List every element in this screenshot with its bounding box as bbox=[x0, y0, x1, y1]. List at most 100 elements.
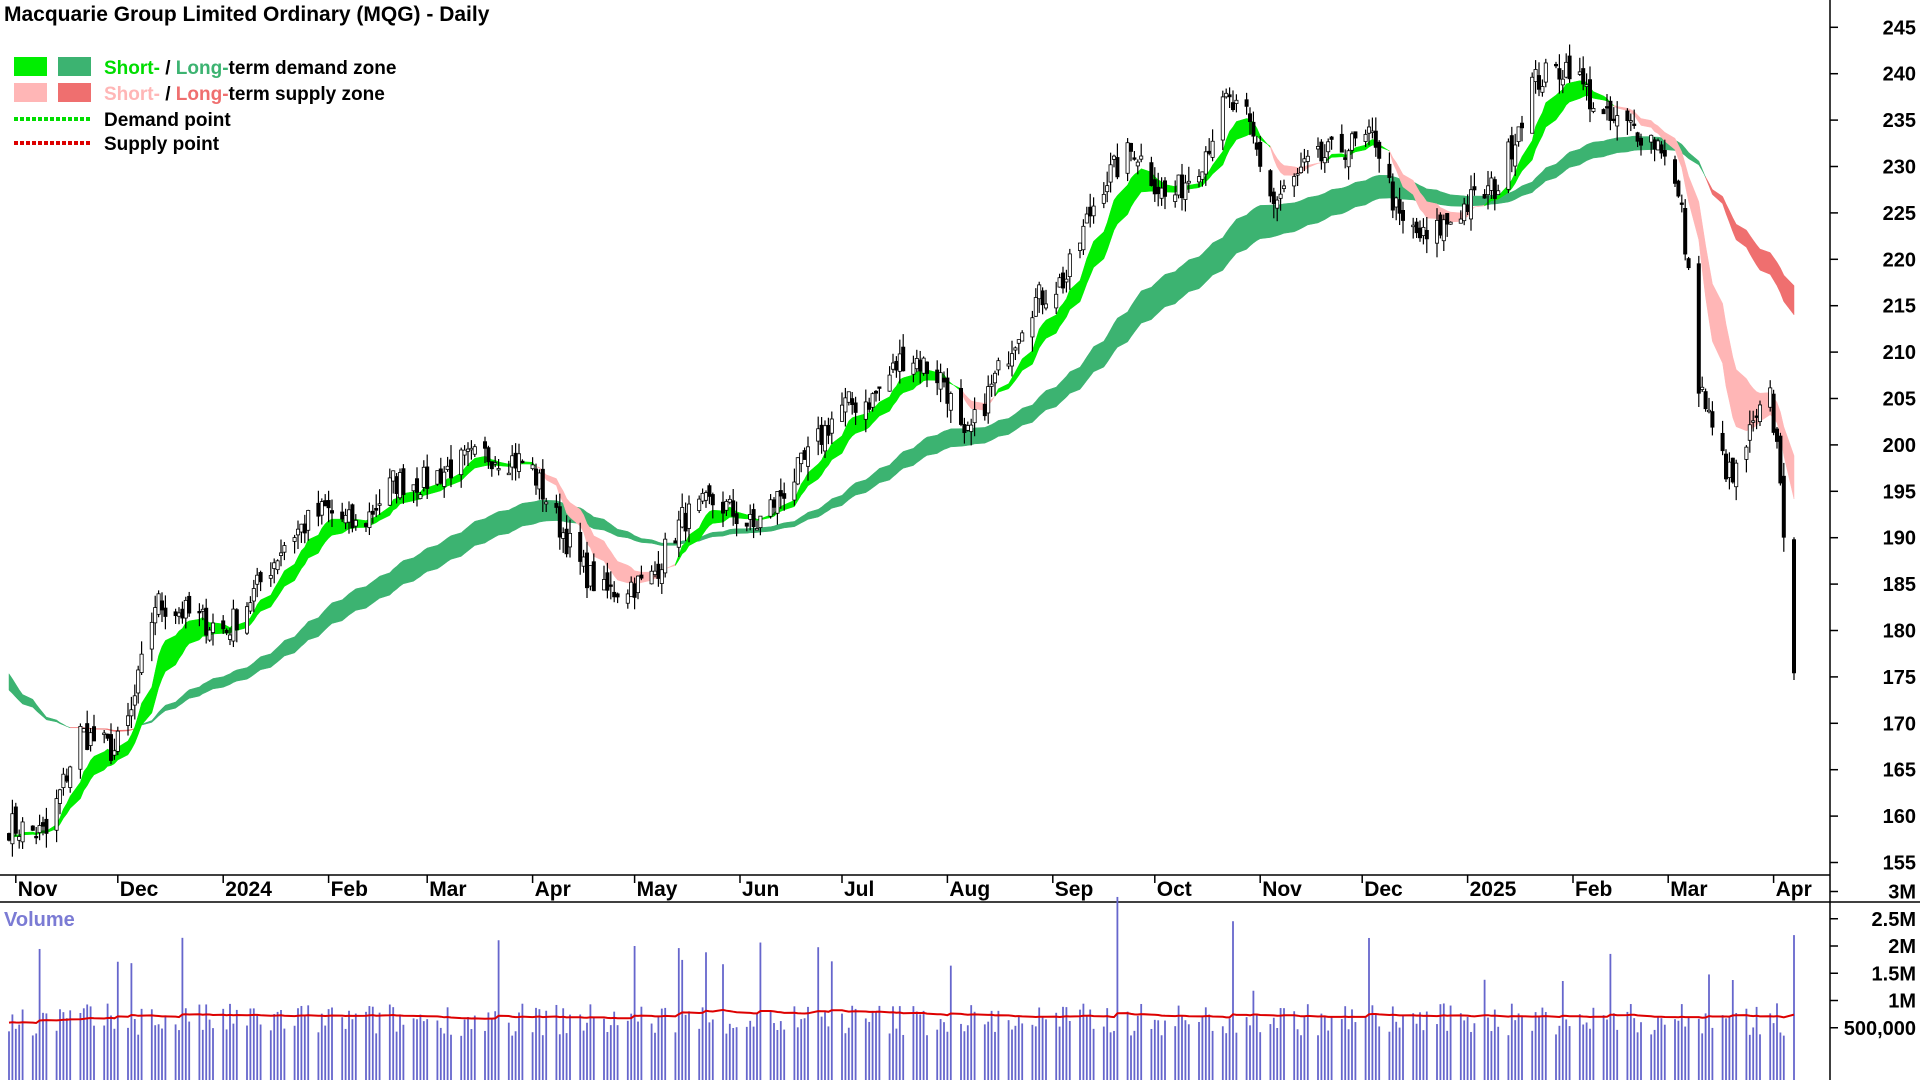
candle-body bbox=[748, 513, 753, 520]
candle-body bbox=[850, 398, 855, 406]
legend-supply-short: Short- bbox=[104, 84, 160, 105]
candle-body bbox=[58, 789, 63, 804]
candle-body bbox=[1105, 185, 1110, 193]
volume-bar bbox=[1130, 1035, 1132, 1080]
volume-bar bbox=[150, 1009, 153, 1080]
candle-body bbox=[187, 595, 192, 614]
volume-bar bbox=[684, 1014, 687, 1080]
volume-bar bbox=[1079, 1009, 1081, 1080]
candle-body bbox=[935, 369, 940, 384]
volume-bar bbox=[606, 1031, 609, 1080]
volume-bar bbox=[65, 1018, 68, 1080]
candle-body bbox=[1078, 242, 1083, 251]
volume-bar bbox=[1776, 1003, 1778, 1080]
candle-body bbox=[1581, 68, 1586, 85]
volume-bar bbox=[1626, 1011, 1629, 1080]
candle-body bbox=[1516, 126, 1521, 143]
candle-body bbox=[1472, 186, 1477, 191]
volume-axis: 500,000 1M 1.5M 2M 2.5M 3M bbox=[1830, 882, 1916, 1040]
candle-body bbox=[1686, 258, 1691, 269]
volume-bar bbox=[1585, 1022, 1588, 1080]
volume-bar bbox=[973, 1011, 976, 1080]
legend-demand-short: Short- bbox=[104, 58, 160, 79]
volume-bar bbox=[830, 961, 833, 1080]
volume-bar bbox=[1198, 1021, 1200, 1080]
volume-bar bbox=[205, 1004, 208, 1080]
volume-bar bbox=[1279, 1008, 1282, 1080]
candle-body bbox=[1424, 230, 1429, 240]
candle-body bbox=[1458, 218, 1463, 224]
date-tick-label: Aug bbox=[949, 878, 990, 901]
candle-body bbox=[1054, 293, 1059, 309]
candle-body bbox=[870, 393, 875, 408]
volume-bar bbox=[902, 1034, 905, 1080]
volume-bar bbox=[681, 959, 684, 1080]
volume-bar bbox=[1701, 1033, 1704, 1080]
volume-bar bbox=[446, 1007, 449, 1080]
volume-bar bbox=[1463, 1020, 1466, 1080]
candle-body bbox=[537, 472, 542, 490]
volume-bar bbox=[779, 1021, 782, 1080]
candle-body bbox=[153, 607, 158, 624]
candle-body bbox=[1567, 55, 1572, 80]
volume-bar bbox=[1293, 1011, 1296, 1080]
volume-bar bbox=[1327, 1030, 1330, 1080]
candle-body bbox=[418, 494, 423, 500]
volume-bar bbox=[1493, 1009, 1496, 1080]
volume-bar bbox=[184, 1008, 187, 1080]
volume-bar bbox=[990, 1010, 993, 1080]
candle-body bbox=[319, 501, 324, 516]
candle-body bbox=[1394, 197, 1399, 208]
volume-bar bbox=[960, 1023, 962, 1080]
volume-bar bbox=[467, 1017, 469, 1080]
candle-body bbox=[1084, 213, 1089, 224]
candle-body bbox=[1319, 141, 1324, 162]
volume-bar bbox=[1106, 1008, 1109, 1080]
candle-body bbox=[1703, 391, 1708, 410]
volume-bar bbox=[113, 1028, 116, 1080]
volume-bar bbox=[589, 1004, 592, 1080]
candle-body bbox=[1659, 144, 1664, 154]
volume-bar bbox=[1014, 1025, 1017, 1080]
candle-body bbox=[942, 377, 947, 383]
volume-bar bbox=[1728, 1017, 1731, 1080]
candle-body bbox=[921, 357, 926, 374]
volume-bar bbox=[722, 964, 724, 1080]
candle-body bbox=[1696, 263, 1701, 394]
candle-body bbox=[799, 452, 804, 465]
candle-body bbox=[1180, 174, 1185, 199]
volume-tick-label: 500,000 bbox=[1844, 1018, 1916, 1040]
volume-bar bbox=[450, 1034, 452, 1080]
volume-bar bbox=[654, 1032, 656, 1080]
candle-body bbox=[1676, 180, 1681, 197]
volume-bar bbox=[378, 1012, 381, 1080]
volume-bar bbox=[463, 1019, 466, 1080]
volume-bar bbox=[1660, 1018, 1663, 1080]
candle-body bbox=[867, 402, 872, 410]
volume-bar bbox=[660, 1008, 663, 1080]
volume-bar bbox=[708, 1022, 711, 1080]
candle-body bbox=[744, 522, 749, 527]
volume-bar bbox=[259, 1024, 262, 1080]
candle-body bbox=[891, 362, 896, 370]
volume-bar bbox=[55, 1030, 58, 1080]
candle-body bbox=[1462, 203, 1467, 222]
candle-body bbox=[1152, 179, 1157, 195]
volume-bar bbox=[140, 1008, 143, 1080]
candle-body bbox=[224, 629, 229, 634]
volume-bar bbox=[1252, 990, 1255, 1080]
volume-bar bbox=[307, 1005, 310, 1080]
candle-body bbox=[1754, 415, 1759, 418]
candle-body bbox=[268, 575, 273, 579]
candle-body bbox=[1492, 179, 1497, 199]
candle-body bbox=[1387, 163, 1392, 178]
candle-body bbox=[387, 477, 392, 506]
volume-bar bbox=[11, 1014, 14, 1080]
candle-body bbox=[697, 498, 702, 511]
legend-swatch-short-demand bbox=[14, 57, 47, 76]
candle-body bbox=[993, 372, 998, 384]
legend-supply-sep: / bbox=[160, 84, 176, 105]
volume-bar bbox=[392, 1007, 395, 1080]
volume-bar bbox=[256, 1014, 259, 1080]
candle-body bbox=[901, 346, 906, 372]
